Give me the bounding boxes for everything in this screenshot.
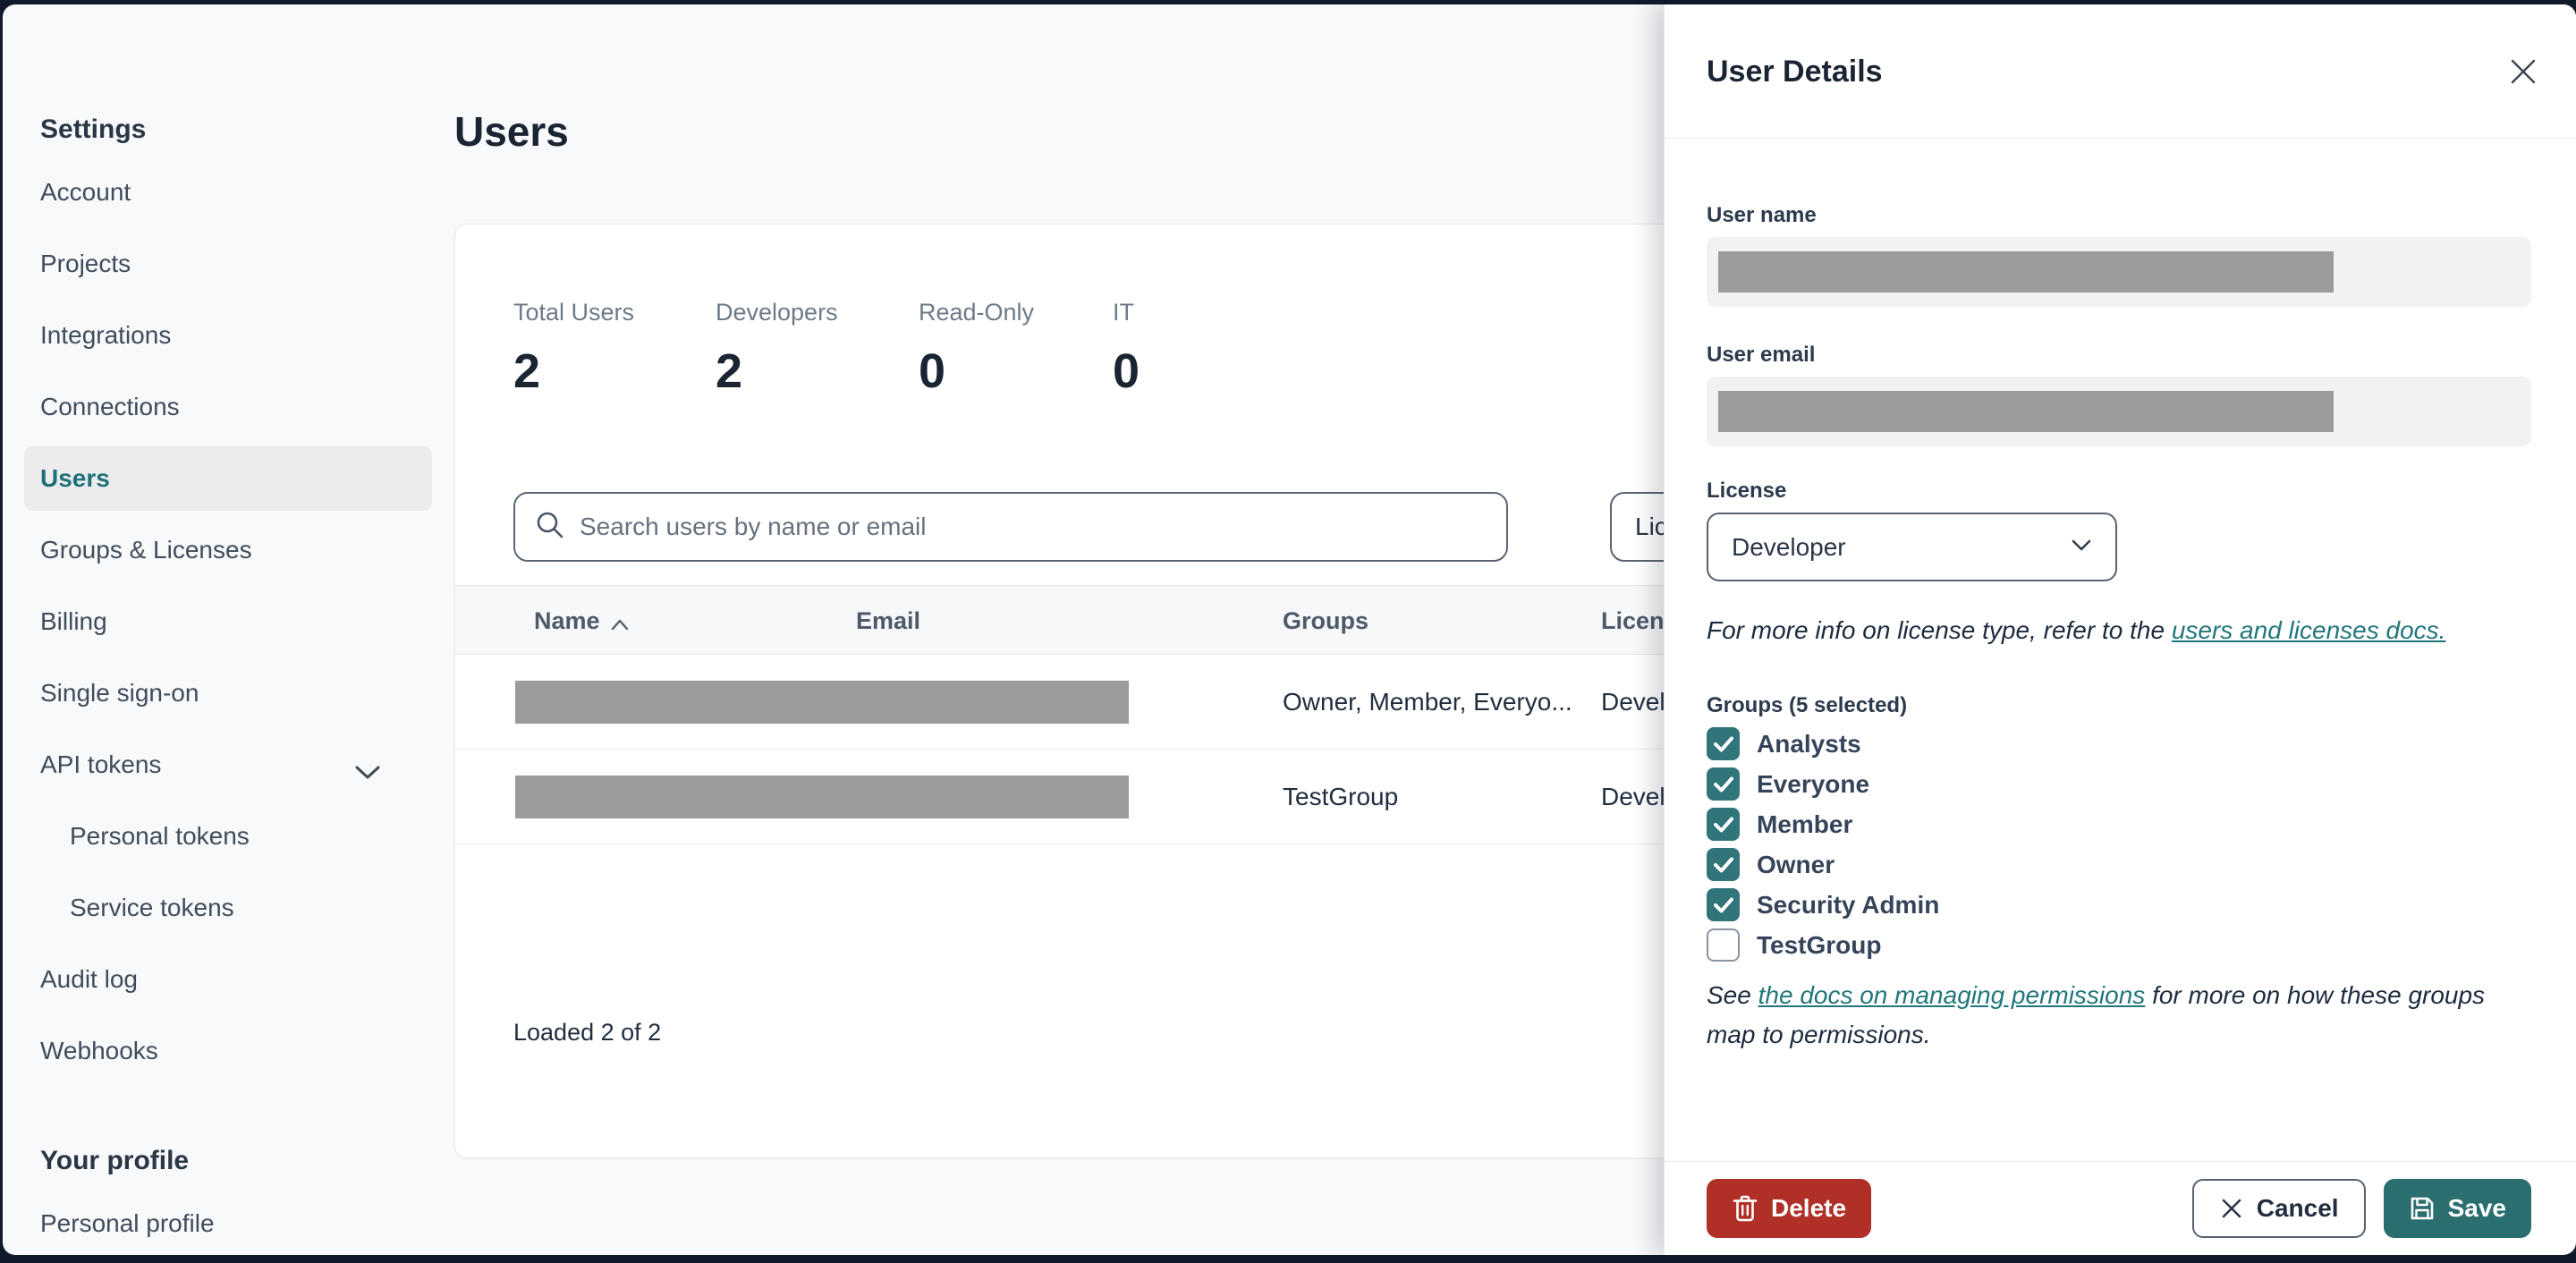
user-stats: Total Users 2 Developers 2 Read-Only 0 I… [513, 299, 1140, 399]
search-icon [535, 510, 565, 545]
sidebar-item-service-tokens[interactable]: Service tokens [70, 894, 234, 921]
checkbox-checked[interactable] [1707, 767, 1740, 801]
permissions-help-text: See the docs on managing permissions for… [1707, 981, 2486, 1048]
delete-button[interactable]: Delete [1707, 1179, 1872, 1238]
group-option-member[interactable]: Member [1707, 808, 2531, 841]
drawer-title: User Details [1707, 55, 1883, 89]
license-selected-value: Developer [1732, 532, 1846, 561]
drawer-footer: Delete Cancel Save [1665, 1161, 2576, 1255]
checkbox-unchecked[interactable] [1707, 928, 1740, 962]
trash-icon [1732, 1194, 1758, 1223]
close-icon[interactable] [2506, 55, 2540, 89]
groups-label: Groups (5 selected) [1707, 693, 1908, 717]
search-box [513, 492, 1508, 562]
load-status: Loaded 2 of 2 [513, 1019, 662, 1046]
group-option-testgroup[interactable]: TestGroup [1707, 928, 2531, 962]
cell-groups: TestGroup [1283, 783, 1399, 810]
sidebar-item-users[interactable]: Users [24, 446, 432, 511]
stat-it: IT 0 [1113, 299, 1140, 398]
license-label: License [1707, 479, 1787, 503]
redacted-name-email [515, 776, 1129, 818]
cell-groups: Owner, Member, Everyo... [1283, 688, 1572, 716]
group-option-analysts[interactable]: Analysts [1707, 727, 2531, 760]
sidebar-item-single-sign-on[interactable]: Single sign-on [40, 679, 199, 707]
users-licenses-docs-link[interactable]: users and licenses docs. [2171, 616, 2446, 644]
sidebar-item-personal-profile[interactable]: Personal profile [40, 1209, 215, 1237]
sidebar-item-groups-licenses[interactable]: Groups & Licenses [40, 536, 252, 564]
stat-read-only: Read-Only 0 [919, 299, 1035, 398]
cancel-button[interactable]: Cancel [2191, 1179, 2366, 1238]
group-option-owner[interactable]: Owner [1707, 848, 2531, 881]
sort-ascending-icon [611, 609, 629, 637]
sidebar-item-personal-tokens[interactable]: Personal tokens [70, 822, 250, 850]
chevron-down-icon [354, 758, 381, 786]
user-email-field[interactable] [1707, 377, 2531, 446]
managing-permissions-docs-link[interactable]: the docs on managing permissions [1758, 981, 2146, 1009]
search-input[interactable] [580, 496, 1506, 558]
user-name-field[interactable] [1707, 237, 2531, 307]
checkbox-checked[interactable] [1707, 888, 1740, 921]
sidebar-item-integrations[interactable]: Integrations [40, 321, 172, 349]
checkbox-checked[interactable] [1707, 848, 1740, 881]
stat-total-users: Total Users 2 [513, 299, 635, 398]
checkbox-checked[interactable] [1707, 727, 1740, 760]
chevron-down-icon [2071, 538, 2092, 556]
user-name-label: User name [1707, 203, 1817, 227]
user-email-label: User email [1707, 343, 1816, 367]
drawer-body: User name User email License Developer F… [1665, 139, 2576, 1161]
x-icon [2219, 1196, 2244, 1221]
license-select[interactable]: Developer [1707, 513, 2117, 581]
page-title: Users [454, 108, 569, 155]
stat-developers: Developers 2 [716, 299, 838, 398]
user-details-drawer: User Details User name User email Licens… [1664, 4, 2576, 1255]
drawer-header: User Details [1665, 4, 2576, 139]
sidebar-heading-your-profile: Your profile [40, 1146, 190, 1175]
license-help-text: For more info on license type, refer to … [1707, 616, 2446, 644]
sidebar-item-audit-log[interactable]: Audit log [40, 965, 138, 993]
group-option-everyone[interactable]: Everyone [1707, 767, 2531, 801]
redacted-name-email [515, 681, 1129, 724]
checkbox-checked[interactable] [1707, 808, 1740, 841]
column-header-name[interactable]: Name [534, 586, 629, 656]
group-option-security-admin[interactable]: Security Admin [1707, 888, 2531, 921]
sidebar-item-api-tokens[interactable]: API tokens [3, 729, 454, 801]
sidebar-item-projects[interactable]: Projects [40, 250, 131, 277]
sidebar-item-billing[interactable]: Billing [40, 607, 107, 635]
sidebar-heading-settings: Settings [40, 114, 147, 144]
sidebar-item-connections[interactable]: Connections [40, 393, 180, 420]
redacted-value [1718, 251, 2334, 292]
column-header-email[interactable]: Email [856, 606, 921, 634]
save-icon [2409, 1195, 2436, 1222]
settings-sidebar: Settings Account Projects Integrations C… [3, 4, 454, 1255]
column-header-groups[interactable]: Groups [1283, 606, 1369, 634]
redacted-value [1718, 391, 2334, 432]
sidebar-item-account[interactable]: Account [40, 178, 131, 206]
sidebar-item-webhooks[interactable]: Webhooks [40, 1037, 158, 1064]
save-button[interactable]: Save [2383, 1179, 2531, 1238]
